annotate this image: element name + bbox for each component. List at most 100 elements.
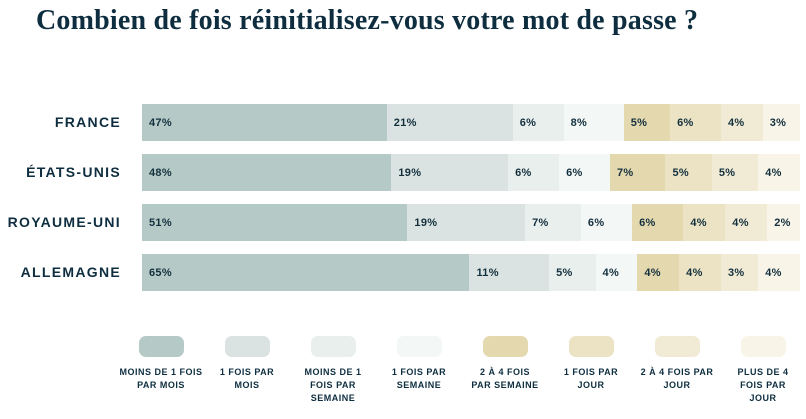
segment-value: 3% [727,266,745,279]
bar-segment: 3% [762,104,800,141]
legend-swatch [654,336,700,357]
segment-value: 8% [570,116,588,129]
segment-value: 11% [476,266,499,279]
segment-value: 6% [566,166,583,179]
legend-item: 2 À 4 FOIS PAR JOUR [634,336,720,405]
segment-value: 4% [686,266,703,279]
bar-segment: 5% [711,154,759,191]
legend-label: 1 FOIS PAR JOUR [563,367,619,390]
bar-segment: 6% [670,104,721,141]
bar-chart: FRANCE 47% 21% 6% 8% 5% 6% 4% 3% ÉTATS-UNIS 48% 19%… [0,104,806,304]
chart-title: Combien de fois réinitialisez-vous votre… [36,5,699,36]
legend-label: 1 FOIS PAR SEMAINE [391,367,447,390]
bar-segment: 6% [580,204,633,241]
segment-value: 4% [644,266,661,279]
segment-value: 5% [556,266,573,279]
legend-item: PLUS DE 4 FOIS PAR JOUR [720,336,806,405]
segment-value: 48% [149,166,172,179]
segment-value: 6% [587,216,605,229]
bar-segment: 5% [623,104,671,141]
segment-value: 21% [393,116,417,129]
legend-swatch [482,336,528,357]
segment-value: 19% [414,216,438,229]
bar-segment: 19% [407,204,526,241]
bar-segment: 7% [609,154,666,191]
bar-segment: 4% [683,204,726,241]
legend-label: 1 FOIS PAR MOIS [219,367,275,390]
bar-segment: 47% [142,104,387,141]
legend-swatch [138,336,184,357]
legend-swatch [310,336,356,357]
legend-item: 1 FOIS PAR MOIS [204,336,290,405]
legend-label: MOINS DE 1 FOIS PAR SEMAINE [304,367,362,403]
legend-item: 1 FOIS PAR JOUR [548,336,634,405]
country-label: ÉTATS-UNIS [26,164,121,180]
bar-segment: 4% [679,254,721,291]
segment-value: 7% [532,216,549,229]
country-label: ROYAUME-UNI [7,214,121,230]
country-row: ÉTATS-UNIS 48% 19% 6% 6% 7% 5% 5% 4% [0,154,806,191]
bar-segment: 51% [142,204,408,241]
segment-value: 4% [765,166,782,179]
segment-value: 4% [732,216,749,229]
segment-value: 5% [630,116,648,129]
country-row: ALLEMAGNE 65% 11% 5% 4% 4% 4% 3% 4% [0,254,806,291]
bar-segment: 6% [632,204,684,241]
legend-item: 2 À 4 FOIS PAR SEMAINE [462,336,548,405]
legend-label: MOINS DE 1 FOIS PAR MOIS [119,367,203,390]
bar-segment: 6% [512,104,564,141]
country-label: ALLEMAGNE [20,264,121,280]
legend-swatch [224,336,270,357]
bar-segment: 65% [142,254,470,291]
bar-segment: 4% [725,204,768,241]
legend-swatch [740,336,786,357]
bar-segment: 19% [391,154,509,191]
segment-value: 65% [149,266,172,279]
legend-item: MOINS DE 1 FOIS PAR SEMAINE [290,336,376,405]
bar-segment: 8% [563,104,624,141]
bar-segment: 2% [767,204,800,241]
bar-segment: 4% [637,254,680,291]
segment-value: 4% [690,216,707,229]
legend-swatch [568,336,614,357]
country-label: FRANCE [54,114,121,130]
legend-item: MOINS DE 1 FOIS PAR MOIS [118,336,204,405]
legend-swatch [396,336,442,357]
country-row: ROYAUME-UNI 51% 19% 7% 6% 6% 4% 4% 2% [0,204,806,241]
legend-label: PLUS DE 4 FOIS PAR JOUR [737,367,789,403]
segment-value: 5% [718,166,736,179]
segment-value: 3% [769,116,787,129]
bar-segment: 48% [142,154,392,191]
bar-segment: 21% [386,104,513,141]
legend: MOINS DE 1 FOIS PAR MOIS 1 FOIS PAR MOIS M… [118,336,806,405]
segment-value: 19% [398,166,422,179]
bar-segment: 4% [595,254,638,291]
segment-value: 51% [149,216,172,229]
legend-label: 2 À 4 FOIS PAR JOUR [640,367,714,390]
segment-value: 4% [602,266,620,279]
bar-segment: 4% [758,154,800,191]
segment-value: 6% [515,166,532,179]
legend-label: 2 À 4 FOIS PAR SEMAINE [471,367,539,390]
stacked-bar: 51% 19% 7% 6% 6% 4% 4% 2% [142,204,800,241]
segment-value: 2% [774,216,791,229]
bar-segment: 5% [549,254,596,291]
bar-segment: 5% [665,154,712,191]
bar-segment: 4% [758,254,801,291]
segment-value: 5% [672,166,689,179]
segment-value: 4% [765,266,782,279]
segment-value: 6% [519,116,537,129]
bar-segment: 11% [469,254,550,291]
segment-value: 7% [616,166,634,179]
segment-value: 47% [149,116,172,129]
legend-item: 1 FOIS PAR SEMAINE [376,336,462,405]
segment-value: 4% [727,116,745,129]
bar-segment: 6% [559,154,610,191]
stacked-bar: 65% 11% 5% 4% 4% 4% 3% 4% [142,254,801,291]
segment-value: 6% [677,116,694,129]
bar-segment: 7% [525,204,581,241]
stacked-bar: 47% 21% 6% 8% 5% 6% 4% 3% [142,104,800,141]
bar-segment: 4% [720,104,763,141]
country-row: FRANCE 47% 21% 6% 8% 5% 6% 4% 3% [0,104,806,141]
